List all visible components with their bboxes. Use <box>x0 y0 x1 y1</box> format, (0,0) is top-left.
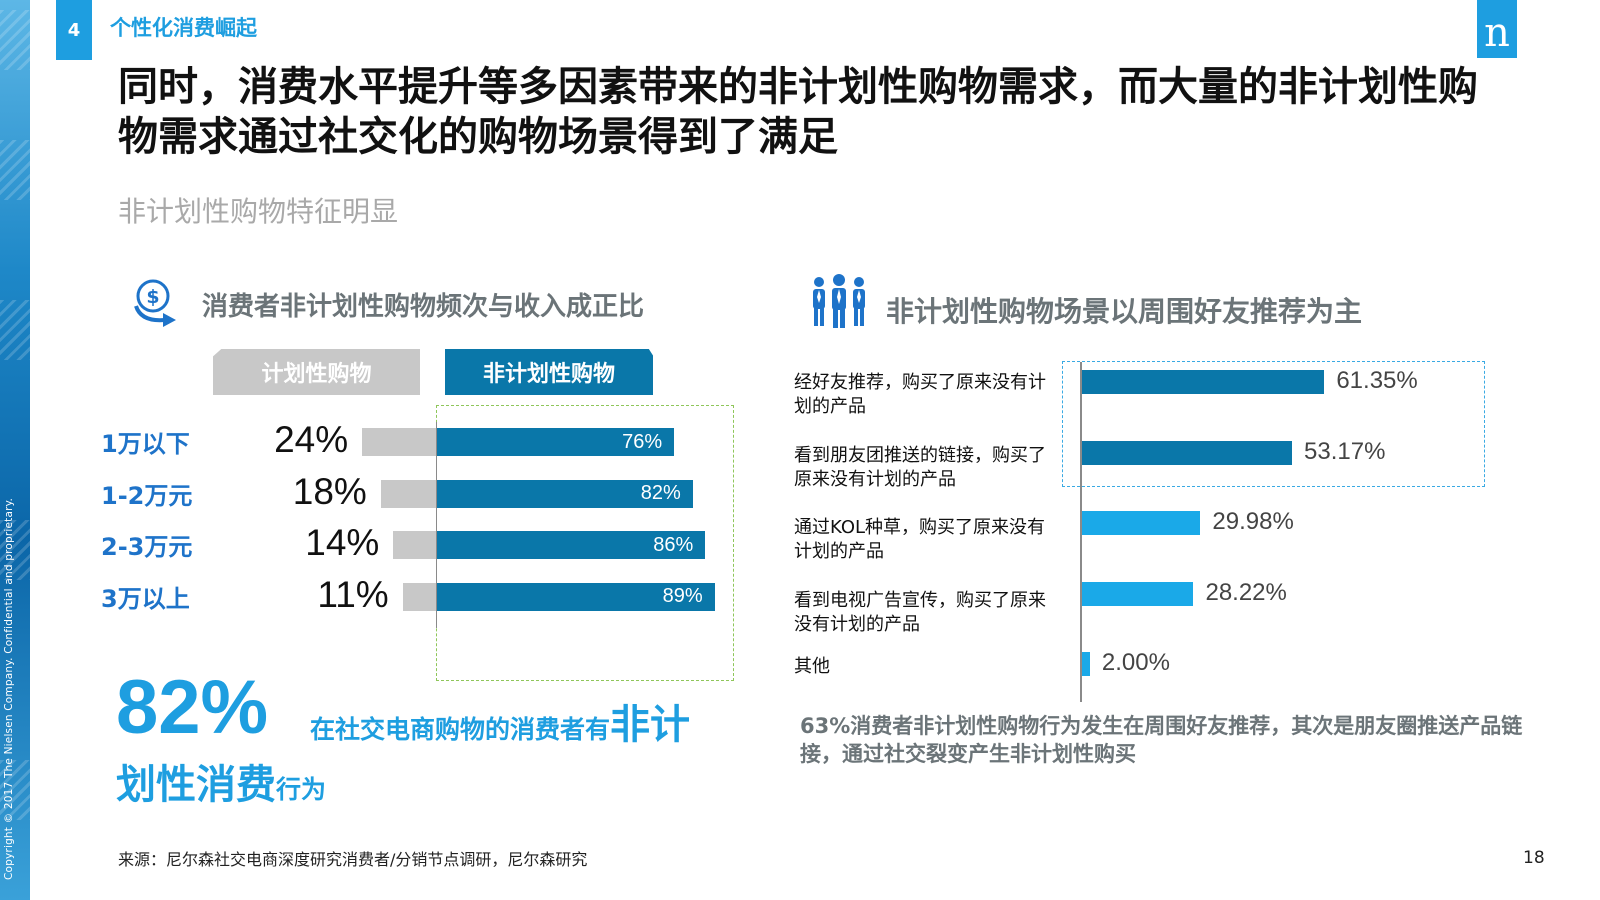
strip-pattern <box>0 140 30 200</box>
planned-value-label: 14% <box>305 522 380 563</box>
chapter-number-badge: 4 <box>56 0 92 60</box>
income-category-label: 2-3万元 <box>101 533 193 561</box>
strip-pattern <box>0 10 30 70</box>
income-category-label: 3万以上 <box>101 584 190 613</box>
unplanned-scene-bar-chart: 经好友推荐，购买了原来没有计划的产品 61.35% 看到朋友团推送的链接，购买了原来… <box>794 367 1418 677</box>
planned-bar <box>362 428 437 456</box>
strip-pattern <box>0 760 30 820</box>
scene-value-label: 28.22% <box>1205 579 1287 606</box>
unplanned-bar: 86% <box>437 531 706 559</box>
highlight-box-friends <box>1062 361 1485 487</box>
scene-category-label: 看到朋友团推送的链接，购买了原来没有计划的产品 <box>794 445 1046 490</box>
scene-value-label: 53.17% <box>1304 438 1386 465</box>
strip-pattern <box>0 300 30 360</box>
callout-text-small: 在社交电商购物的消费者有 <box>310 715 611 744</box>
scene-bar <box>1082 370 1325 394</box>
callout-line-1: 在社交电商购物的消费者有非计 <box>310 692 690 750</box>
scene-bar <box>1082 441 1293 465</box>
scene-value-label: 2.00% <box>1101 649 1170 676</box>
unplanned-value-label: 76% <box>622 430 663 453</box>
right-chart-note: 63%消费者非计划性购物行为发生在周围好友推荐，其次是朋友圈推送产品链接，通过社… <box>800 714 1523 766</box>
scene-value-label: 61.35% <box>1336 367 1418 394</box>
unplanned-value-label: 82% <box>640 482 681 504</box>
scene-bar <box>1082 582 1194 606</box>
planned-bar <box>380 479 437 508</box>
planned-value-label: 11% <box>317 573 389 615</box>
callout-line-2: 划性消费行为 <box>116 752 326 810</box>
chapter-title: 个性化消费崛起 <box>110 16 257 40</box>
callout-big-percentage: 82% <box>116 665 269 750</box>
money-cycle-icon: $ <box>134 279 176 327</box>
callout-text-small: 行为 <box>276 775 327 804</box>
planned-value-label: 18% <box>292 470 367 512</box>
right-chart-heading: 非计划性购物场景以周围好友推荐为主 <box>886 295 1363 328</box>
unplanned-value-label: 89% <box>662 585 703 607</box>
legend-planned-purchase: 计划性购物 <box>213 349 420 395</box>
scene-bar <box>1082 511 1201 535</box>
income-unplanned-bar-chart: 1万以下 24% 76% 1-2万元 18% 82% 2-3万元 14% 86% 3万以上 11% 8… <box>0 0 760 640</box>
decorative-side-strip: Copyright © 2017 The Nielsen Company. Co… <box>0 0 30 900</box>
scene-category-label: 看到电视广告宣传，购买了原来没有计划的产品 <box>794 590 1046 635</box>
planned-value-label: 24% <box>274 419 349 460</box>
income-category-label: 1万以下 <box>101 430 190 458</box>
page-headline: 同时，消费水平提升等多因素带来的非计划性购物需求，而大量的非计划性购物需求通过社… <box>118 64 1478 160</box>
planned-bar <box>393 531 437 559</box>
callout-text-large: 非计 <box>610 702 691 748</box>
page-subtitle: 非计划性购物特征明显 <box>118 195 399 228</box>
unplanned-value-label: 86% <box>653 533 694 556</box>
income-category-label: 1-2万元 <box>101 481 193 510</box>
nielsen-logo: n <box>1477 0 1517 58</box>
svg-text:$: $ <box>146 286 159 308</box>
scene-bar <box>1082 652 1090 676</box>
scene-category-label: 其他 <box>794 656 830 677</box>
strip-pattern <box>0 520 30 580</box>
left-chart-heading: 消费者非计划性购物频次与收入成正比 <box>202 292 645 322</box>
callout-text-large: 划性消费 <box>116 762 276 808</box>
scene-category-label: 经好友推荐，购买了原来没有计划的产品 <box>794 372 1046 417</box>
planned-bar <box>402 582 437 611</box>
unplanned-bar: 76% <box>437 428 675 456</box>
people-group-icon <box>813 274 865 328</box>
unplanned-bar: 82% <box>437 479 693 508</box>
right-chart-axis <box>1080 362 1082 702</box>
scene-value-label: 29.98% <box>1212 508 1294 535</box>
source-note: 来源：尼尔森社交电商深度研究消费者/分销节点调研，尼尔森研究 <box>118 850 588 869</box>
scene-category-label: 通过KOL种草，购买了原来没有计划的产品 <box>794 517 1046 562</box>
left-chart-axis <box>436 422 437 628</box>
page-number: 18 <box>1523 848 1545 868</box>
legend-unplanned-purchase: 非计划性购物 <box>445 349 653 395</box>
unplanned-bar: 89% <box>437 582 715 611</box>
